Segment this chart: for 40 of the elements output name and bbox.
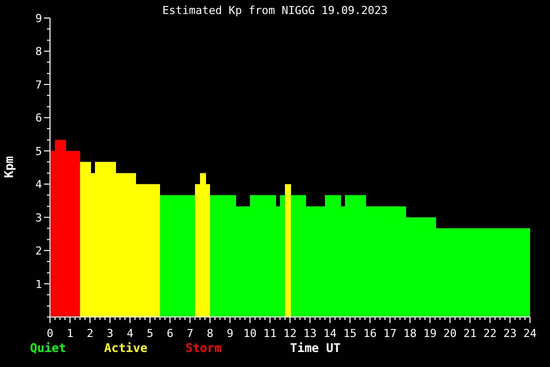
y-tick-label: 1 — [35, 278, 42, 291]
y-tick-label: 9 — [35, 12, 42, 25]
y-tick-label: 2 — [35, 244, 42, 258]
x-tick-label: 0 — [46, 327, 54, 340]
x-tick-label: 14 — [323, 327, 337, 340]
x-tick-label: 16 — [363, 327, 377, 340]
x-tick-label: 24 — [523, 327, 537, 340]
x-tick-label: 4 — [126, 327, 134, 340]
y-axis-title: Kpm — [2, 156, 16, 178]
x-tick-label: 3 — [106, 327, 114, 340]
x-tick-label: 8 — [206, 327, 214, 340]
x-tick-label: 10 — [243, 327, 257, 340]
x-tick-label: 9 — [226, 327, 234, 340]
x-tick-label: 6 — [166, 327, 174, 340]
x-tick-label: 17 — [383, 327, 397, 340]
x-tick-label: 1 — [66, 327, 74, 340]
x-tick-label: 20 — [443, 327, 457, 340]
y-tick-label: 8 — [35, 45, 42, 58]
x-tick-label: 22 — [483, 327, 497, 340]
x-tick-label: 19 — [423, 327, 437, 340]
y-tick-label: 4 — [35, 178, 42, 192]
x-tick-label: 13 — [303, 327, 317, 340]
text: Quiet — [30, 341, 66, 355]
chart-title: Estimated Kp from NIGGG 19.09.2023 — [162, 4, 388, 17]
text: Storm — [185, 341, 222, 355]
x-tick-label: 18 — [403, 327, 417, 340]
y-tick-label: 7 — [35, 78, 42, 92]
x-tick-label: 23 — [503, 327, 517, 340]
x-tick-label: 5 — [146, 327, 154, 340]
x-tick-label: 2 — [86, 327, 94, 340]
x-tick-label: 7 — [186, 327, 194, 340]
series-label: Active — [104, 341, 148, 355]
x-tick-label: 15 — [343, 327, 357, 340]
y-tick-label: 6 — [35, 112, 42, 125]
x-tick-label: 11 — [263, 327, 277, 340]
y-tick-label: 5 — [35, 144, 42, 158]
x-tick-label: 21 — [463, 327, 477, 340]
y-tick-label: 3 — [35, 211, 42, 224]
x-tick-label: 12 — [283, 327, 297, 340]
x-axis-title: Time UT — [290, 341, 341, 355]
